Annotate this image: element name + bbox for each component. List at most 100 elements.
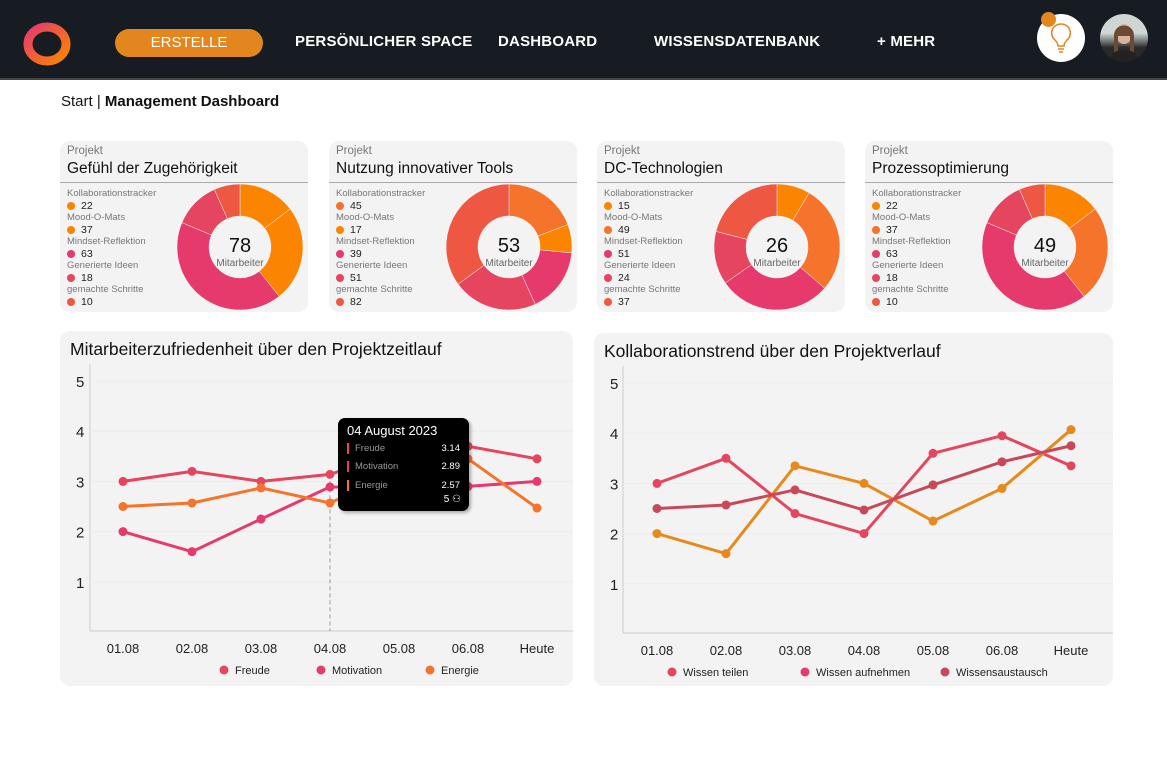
- donut-segment[interactable]: [214, 183, 241, 220]
- tooltip-value: 3.14: [441, 443, 461, 454]
- create-button[interactable]: ERSTELLE: [115, 29, 263, 57]
- data-point[interactable]: [859, 529, 869, 539]
- nav-personal-space[interactable]: PERSÖNLICHER SPACE: [295, 33, 473, 50]
- project-card[interactable]: Projekt Nutzung innovativer Tools Kollabor…: [329, 141, 577, 312]
- data-point[interactable]: [997, 431, 1007, 441]
- data-point[interactable]: [790, 509, 800, 519]
- donut-segment[interactable]: [981, 222, 1085, 311]
- data-point[interactable]: [256, 483, 266, 493]
- x-tick-label: 02.08: [710, 643, 743, 658]
- data-point[interactable]: [997, 457, 1007, 467]
- data-point[interactable]: [721, 500, 731, 510]
- data-point[interactable]: [256, 476, 266, 486]
- data-point[interactable]: [928, 480, 938, 490]
- data-point[interactable]: [1066, 425, 1076, 435]
- data-point[interactable]: [325, 469, 335, 479]
- nav-more[interactable]: + MEHR: [877, 33, 936, 50]
- legend-value: 39: [350, 248, 362, 260]
- data-point[interactable]: [325, 498, 335, 508]
- donut-unit: Mitarbeiter: [216, 258, 264, 269]
- donut-legend: Kollaborationstracker 45 Mood-O-Mats 17 Mind…: [336, 188, 425, 308]
- legend-label: gemachte Schritte: [604, 284, 681, 295]
- donut-total: 53: [498, 235, 520, 257]
- legend-label[interactable]: Energie: [441, 665, 479, 677]
- project-title: Prozessoptimierung: [872, 160, 1009, 177]
- data-point[interactable]: [721, 453, 731, 463]
- project-card[interactable]: Projekt DC-Technologien Kollaborationstrac…: [597, 141, 845, 312]
- legend-dot: [872, 274, 880, 282]
- legend-value: 10: [886, 296, 898, 308]
- project-card[interactable]: Projekt Prozessoptimierung Kollaborationst…: [865, 141, 1113, 312]
- nav-knowledge-base[interactable]: WISSENSDATENBANK: [654, 33, 821, 50]
- breadcrumb-current: Management Dashboard: [104, 93, 280, 110]
- data-point[interactable]: [928, 516, 938, 526]
- legend-label: Generierte Ideen: [67, 260, 139, 271]
- x-tick-label: Heute: [520, 641, 555, 656]
- data-point[interactable]: [790, 485, 800, 495]
- data-point[interactable]: [532, 476, 542, 486]
- data-point[interactable]: [187, 466, 197, 476]
- data-point[interactable]: [532, 503, 542, 513]
- legend-item: gemachte Schritte 10: [67, 284, 156, 308]
- data-point[interactable]: [118, 502, 128, 511]
- legend-label[interactable]: Wissen aufnehmen: [816, 667, 910, 679]
- nav-dashboard[interactable]: DASHBOARD: [498, 33, 598, 50]
- data-point[interactable]: [721, 549, 731, 559]
- participant-count: 5: [443, 494, 450, 505]
- data-point[interactable]: [652, 478, 662, 488]
- data-point[interactable]: [118, 476, 128, 486]
- data-point[interactable]: [187, 498, 197, 508]
- donut-total: 49: [1034, 235, 1056, 257]
- data-point[interactable]: [652, 529, 662, 539]
- donut-segment[interactable]: [445, 183, 510, 285]
- legend-dot: [872, 226, 880, 234]
- legend-label[interactable]: Wissen teilen: [683, 667, 748, 679]
- legend-label[interactable]: Freude: [235, 665, 270, 677]
- data-point[interactable]: [859, 505, 869, 515]
- legend-item: Kollaborationstracker 45: [336, 188, 425, 212]
- data-point[interactable]: [859, 478, 869, 488]
- legend-value: 37: [886, 224, 898, 236]
- data-point[interactable]: [256, 514, 266, 524]
- data-point[interactable]: [928, 448, 938, 458]
- donut-segment[interactable]: [724, 264, 825, 311]
- x-tick-label: Heute: [1054, 643, 1089, 658]
- data-point[interactable]: [1066, 441, 1076, 451]
- donut-segment[interactable]: [792, 192, 841, 289]
- legend-item: Generierte Ideen 18: [67, 260, 156, 284]
- legend-value: 24: [618, 272, 630, 284]
- user-avatar[interactable]: [1100, 14, 1148, 62]
- legend-dot: [219, 665, 229, 675]
- breadcrumb-start[interactable]: Start: [61, 93, 93, 110]
- legend-dot: [604, 226, 612, 234]
- legend-item: Generierte Ideen 18: [872, 260, 961, 284]
- donut-segment[interactable]: [176, 222, 280, 311]
- data-point[interactable]: [118, 527, 128, 537]
- legend-label: Mood-O-Mats: [67, 212, 126, 223]
- donut-legend: Kollaborationstracker 22 Mood-O-Mats 37 Mind…: [872, 188, 961, 308]
- satisfaction-line-chart[interactable]: 1 2 3 4 5 01.08 02.08 03.08 04.08 05.08 06.08 Heute…: [60, 331, 573, 686]
- x-tick-label: 06.08: [986, 643, 1019, 658]
- donut-segment[interactable]: [1019, 183, 1046, 220]
- legend-label: gemachte Schritte: [872, 284, 949, 295]
- data-point[interactable]: [997, 483, 1007, 493]
- collaboration-line-chart[interactable]: 1 2 3 4 5 01.08 02.08 03.08 04.08 05.08 06.08 Heute…: [594, 333, 1113, 686]
- project-card[interactable]: Projekt Gefühl der Zugehörigkeit Kollabora…: [60, 141, 308, 312]
- data-point[interactable]: [790, 461, 800, 471]
- series-line[interactable]: [656, 444, 1072, 512]
- legend-label[interactable]: Motivation: [332, 665, 382, 677]
- legend-label: Kollaborationstracker: [67, 188, 157, 199]
- app-logo[interactable]: [22, 22, 72, 66]
- tooltip-label: Energie: [355, 480, 388, 491]
- data-point[interactable]: [325, 482, 335, 492]
- data-point[interactable]: [1066, 461, 1076, 471]
- data-point[interactable]: [187, 547, 197, 557]
- legend-label[interactable]: Wissensaustausch: [956, 667, 1048, 679]
- donut-segment[interactable]: [715, 183, 778, 240]
- data-point[interactable]: [532, 454, 542, 464]
- data-point[interactable]: [652, 504, 662, 513]
